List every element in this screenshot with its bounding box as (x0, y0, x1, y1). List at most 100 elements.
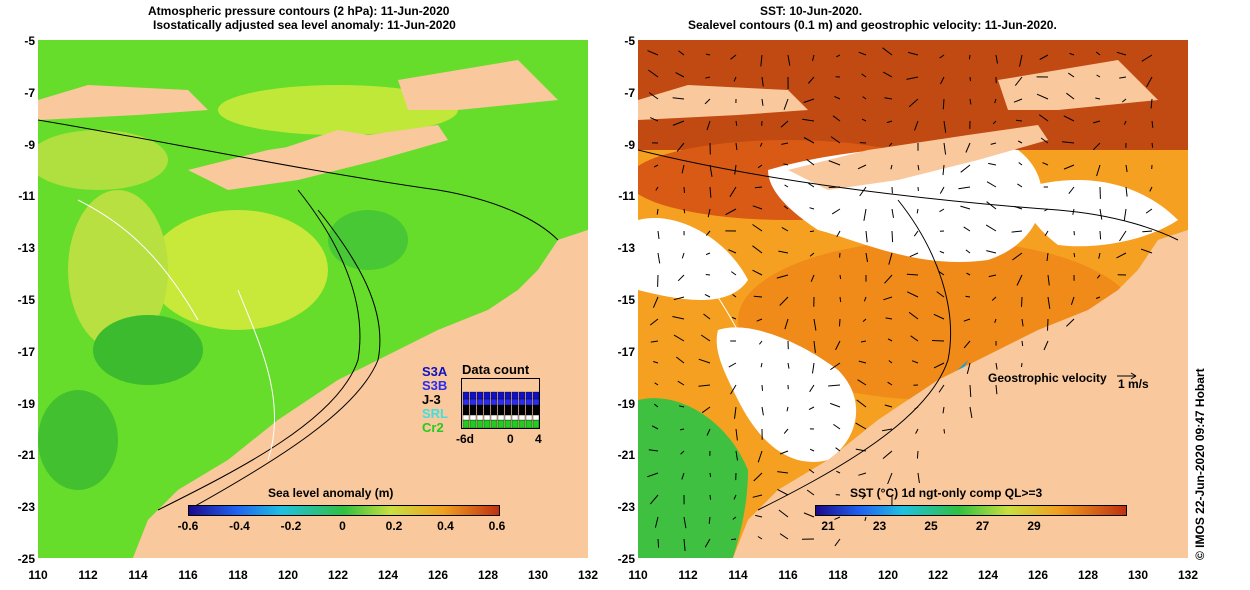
velocity-arrow (809, 207, 815, 210)
velocity-arrow (1017, 140, 1023, 144)
velocity-arrow (1066, 92, 1075, 100)
velocity-arrow (1150, 98, 1153, 109)
histogram-bar-segment (511, 398, 519, 406)
velocity-arrow (914, 120, 919, 131)
velocity-arrow (808, 406, 815, 411)
left-title-line1: Atmospheric pressure contours (2 hPa): 1… (148, 4, 450, 18)
velocity-arrow (882, 47, 893, 56)
histogram-bar-segment (462, 404, 470, 416)
velocity-arrow (942, 98, 945, 110)
velocity-arrow (704, 538, 711, 548)
velocity-arrow (1021, 318, 1024, 327)
right-colorbar-tick-2: 25 (924, 519, 938, 533)
velocity-arrow (939, 54, 945, 59)
histogram-bar-segment (476, 398, 484, 406)
velocity-arrow (882, 71, 893, 78)
velocity-arrow (882, 428, 893, 432)
velocity-arrow (735, 450, 738, 461)
velocity-arrow (940, 76, 945, 85)
right-y-tick-3: -11 (618, 189, 635, 204)
left-x-tick-6: 122 (327, 568, 349, 582)
right-y-tick-2: -9 (624, 137, 635, 152)
left-y-tick-5: -15 (17, 293, 35, 307)
land-java (38, 85, 208, 120)
histogram-bar-segment (469, 404, 477, 416)
right-y-tick-4: -13 (617, 241, 635, 256)
velocity-arrow (1142, 230, 1153, 233)
velocity-arrow (683, 538, 686, 551)
velocity-arrow (735, 120, 738, 126)
left-y-tick-10: -25 (17, 552, 35, 566)
left-x-tick-0: 110 (28, 568, 48, 582)
velocity-arrow (1145, 208, 1153, 214)
velocity-arrow (858, 360, 867, 364)
velocity-arrow (1116, 252, 1127, 259)
velocity-arrow (1043, 340, 1049, 351)
velocity-arrow (969, 98, 972, 105)
velocity-arrow (933, 313, 945, 320)
velocity-arrow (781, 142, 789, 145)
velocity-arrow (858, 472, 867, 476)
velocity-arrow (863, 296, 867, 302)
sst-colorbar (815, 505, 1127, 516)
histogram-bar-segment (504, 404, 512, 416)
right-x-tick-11: 132 (1177, 568, 1199, 582)
histogram-bar-segment (469, 419, 477, 429)
velocity-arrow (813, 318, 817, 331)
velocity-arrow (649, 494, 659, 505)
velocity-arrow (913, 230, 919, 237)
right-y-tick-8: -21 (617, 448, 635, 463)
velocity-arrow (832, 115, 841, 122)
velocity-arrow (778, 250, 789, 254)
velocity-scale-arrow-icon (1117, 372, 1137, 380)
velocity-arrow (908, 311, 919, 320)
velocity-arrow (865, 230, 868, 243)
histogram-bar-segment (483, 414, 491, 421)
histogram-bar-segment (483, 391, 491, 400)
histogram-bar-segment (532, 414, 540, 421)
velocity-arrow (943, 120, 947, 133)
velocity-arrow (888, 360, 893, 364)
velocity-arrow (729, 186, 737, 198)
left-colorbar-tick-3: 0 (339, 519, 346, 533)
velocity-arrow (909, 252, 919, 258)
velocity-arrow (783, 98, 789, 110)
left-x-tick-2: 114 (128, 568, 148, 582)
histogram-bar-segment (532, 391, 540, 400)
velocity-arrow (760, 54, 763, 67)
velocity-arrow (1021, 340, 1024, 347)
velocity-arrow (1095, 296, 1101, 299)
velocity-arrow (730, 54, 737, 60)
right-x-tick-0: 110 (628, 568, 648, 582)
histogram-bar-segment (462, 391, 470, 400)
velocity-arrow (990, 142, 997, 145)
velocity-arrow (969, 76, 971, 82)
right-colorbar-tick-4: 29 (1027, 519, 1041, 533)
velocity-arrow (1040, 137, 1049, 144)
velocity-arrow (938, 270, 945, 276)
histogram-bar-segment (504, 398, 512, 406)
sst-cool-sw (638, 398, 748, 558)
velocity-arrow (1151, 142, 1154, 148)
land-north-islands (398, 60, 558, 110)
histogram-bar-segment (525, 404, 533, 416)
velocity-arrow (681, 164, 685, 174)
velocity-arrow (988, 274, 997, 278)
left-y-tick-0: -5 (24, 34, 35, 48)
pressure-contour-4 (77, 199, 199, 321)
satellite-label-cr2: Cr2 (422, 420, 444, 435)
velocity-arrow (942, 406, 945, 414)
velocity-arrow (648, 92, 659, 100)
velocity-arrow (803, 512, 815, 518)
velocity-arrow (836, 54, 841, 58)
velocity-arrow (1021, 296, 1023, 307)
histogram-bar-segment (518, 391, 526, 400)
velocity-arrow (677, 274, 685, 282)
velocity-arrow (803, 98, 815, 103)
left-y-tick-3: -11 (18, 189, 35, 204)
histogram-bar-segment (497, 398, 505, 406)
velocity-arrow (995, 362, 998, 370)
velocity-arrow (733, 494, 737, 500)
velocity-arrow (834, 538, 841, 547)
histogram-bar-segment (483, 404, 491, 416)
